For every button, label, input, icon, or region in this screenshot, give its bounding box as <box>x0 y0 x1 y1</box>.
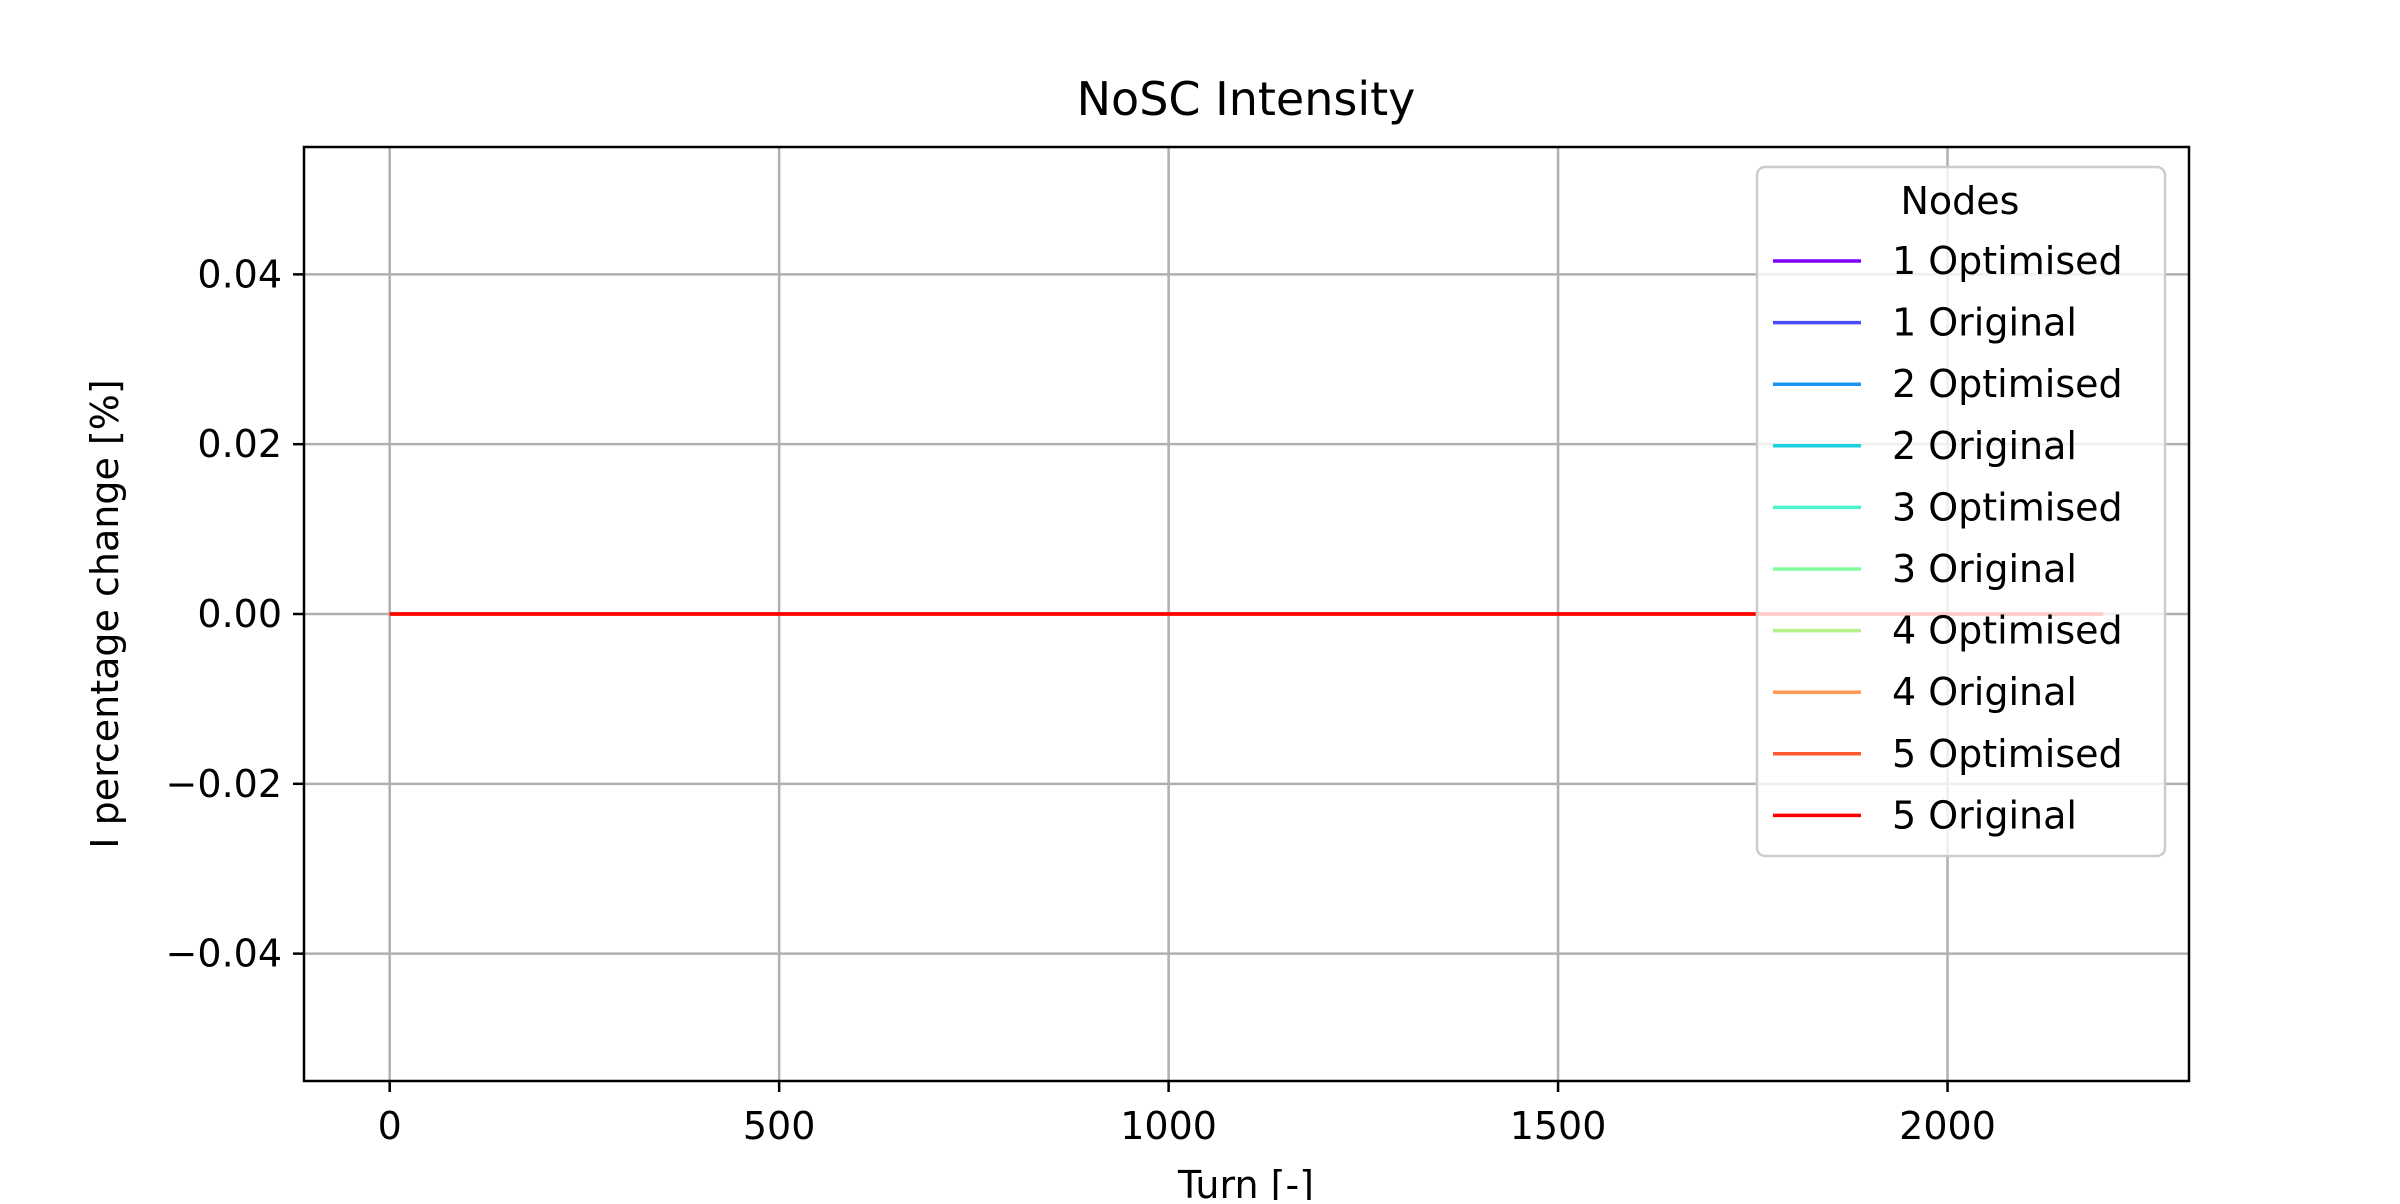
x-tick-label: 500 <box>743 1104 816 1148</box>
legend-label: 1 Original <box>1892 301 2077 345</box>
x-tick-label: 1500 <box>1510 1104 1607 1148</box>
y-tick-label: −0.04 <box>166 932 282 976</box>
legend-label: 3 Optimised <box>1892 485 2123 529</box>
y-axis-label: I percentage change [%] <box>83 379 127 848</box>
x-tick-label: 0 <box>378 1104 402 1148</box>
legend: Nodes 1 Optimised 1 Original 2 Optimised 2 … <box>1755 165 2167 858</box>
y-tick-label: 0.02 <box>197 422 282 466</box>
legend-label: 5 Optimised <box>1892 732 2123 776</box>
legend-label: 2 Optimised <box>1892 362 2123 406</box>
legend-label: 1 Optimised <box>1892 239 2123 283</box>
legend-label: 3 Original <box>1892 547 2077 591</box>
legend-box <box>1755 165 2167 858</box>
x-tick-label: 2000 <box>1899 1104 1996 1148</box>
y-tick-label: −0.02 <box>166 762 282 806</box>
legend-label: 4 Original <box>1892 670 2077 714</box>
legend-title: Nodes <box>1901 179 2020 223</box>
axis-ticks: 0 500 1000 1500 2000 0.04 0.02 0.00 −0.02 −0.04 <box>166 252 1996 1148</box>
chart-title: NoSC Intensity <box>1077 72 1416 126</box>
legend-items: 1 Optimised 1 Original 2 Optimised 2 Origin… <box>1773 239 2123 837</box>
y-tick-label: 0.00 <box>197 592 282 636</box>
x-tick-label: 1000 <box>1120 1104 1217 1148</box>
legend-label: 5 Original <box>1892 793 2077 837</box>
y-tick-label: 0.04 <box>197 252 282 296</box>
legend-label: 4 Optimised <box>1892 609 2123 653</box>
legend-label: 2 Original <box>1892 424 2077 468</box>
x-axis-label: Turn [-] <box>1177 1163 1314 1200</box>
